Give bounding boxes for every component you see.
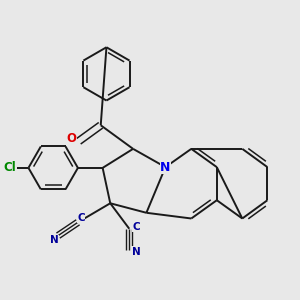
Text: O: O: [66, 132, 76, 145]
Text: C: C: [132, 222, 140, 232]
Text: N: N: [132, 247, 140, 257]
Text: N: N: [160, 160, 171, 174]
Text: C: C: [77, 213, 85, 223]
Text: Cl: Cl: [3, 161, 16, 174]
Text: N: N: [50, 235, 59, 245]
